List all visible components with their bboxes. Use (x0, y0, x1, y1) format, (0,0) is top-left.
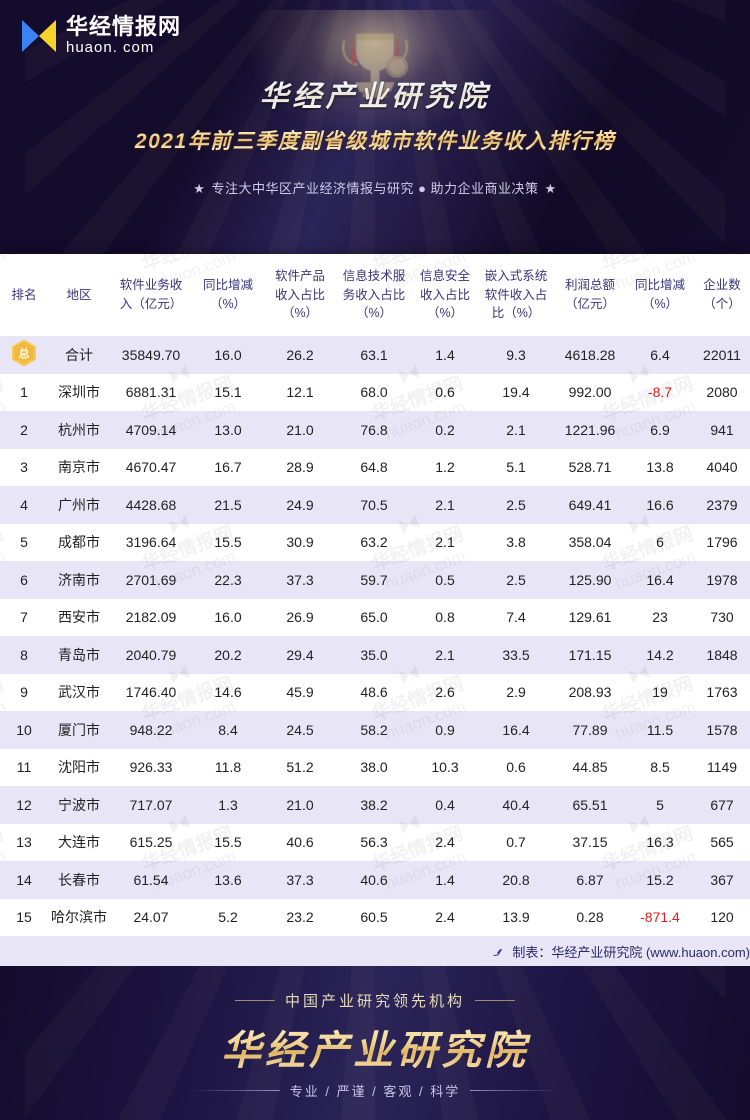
svg-text:总: 总 (18, 347, 30, 361)
